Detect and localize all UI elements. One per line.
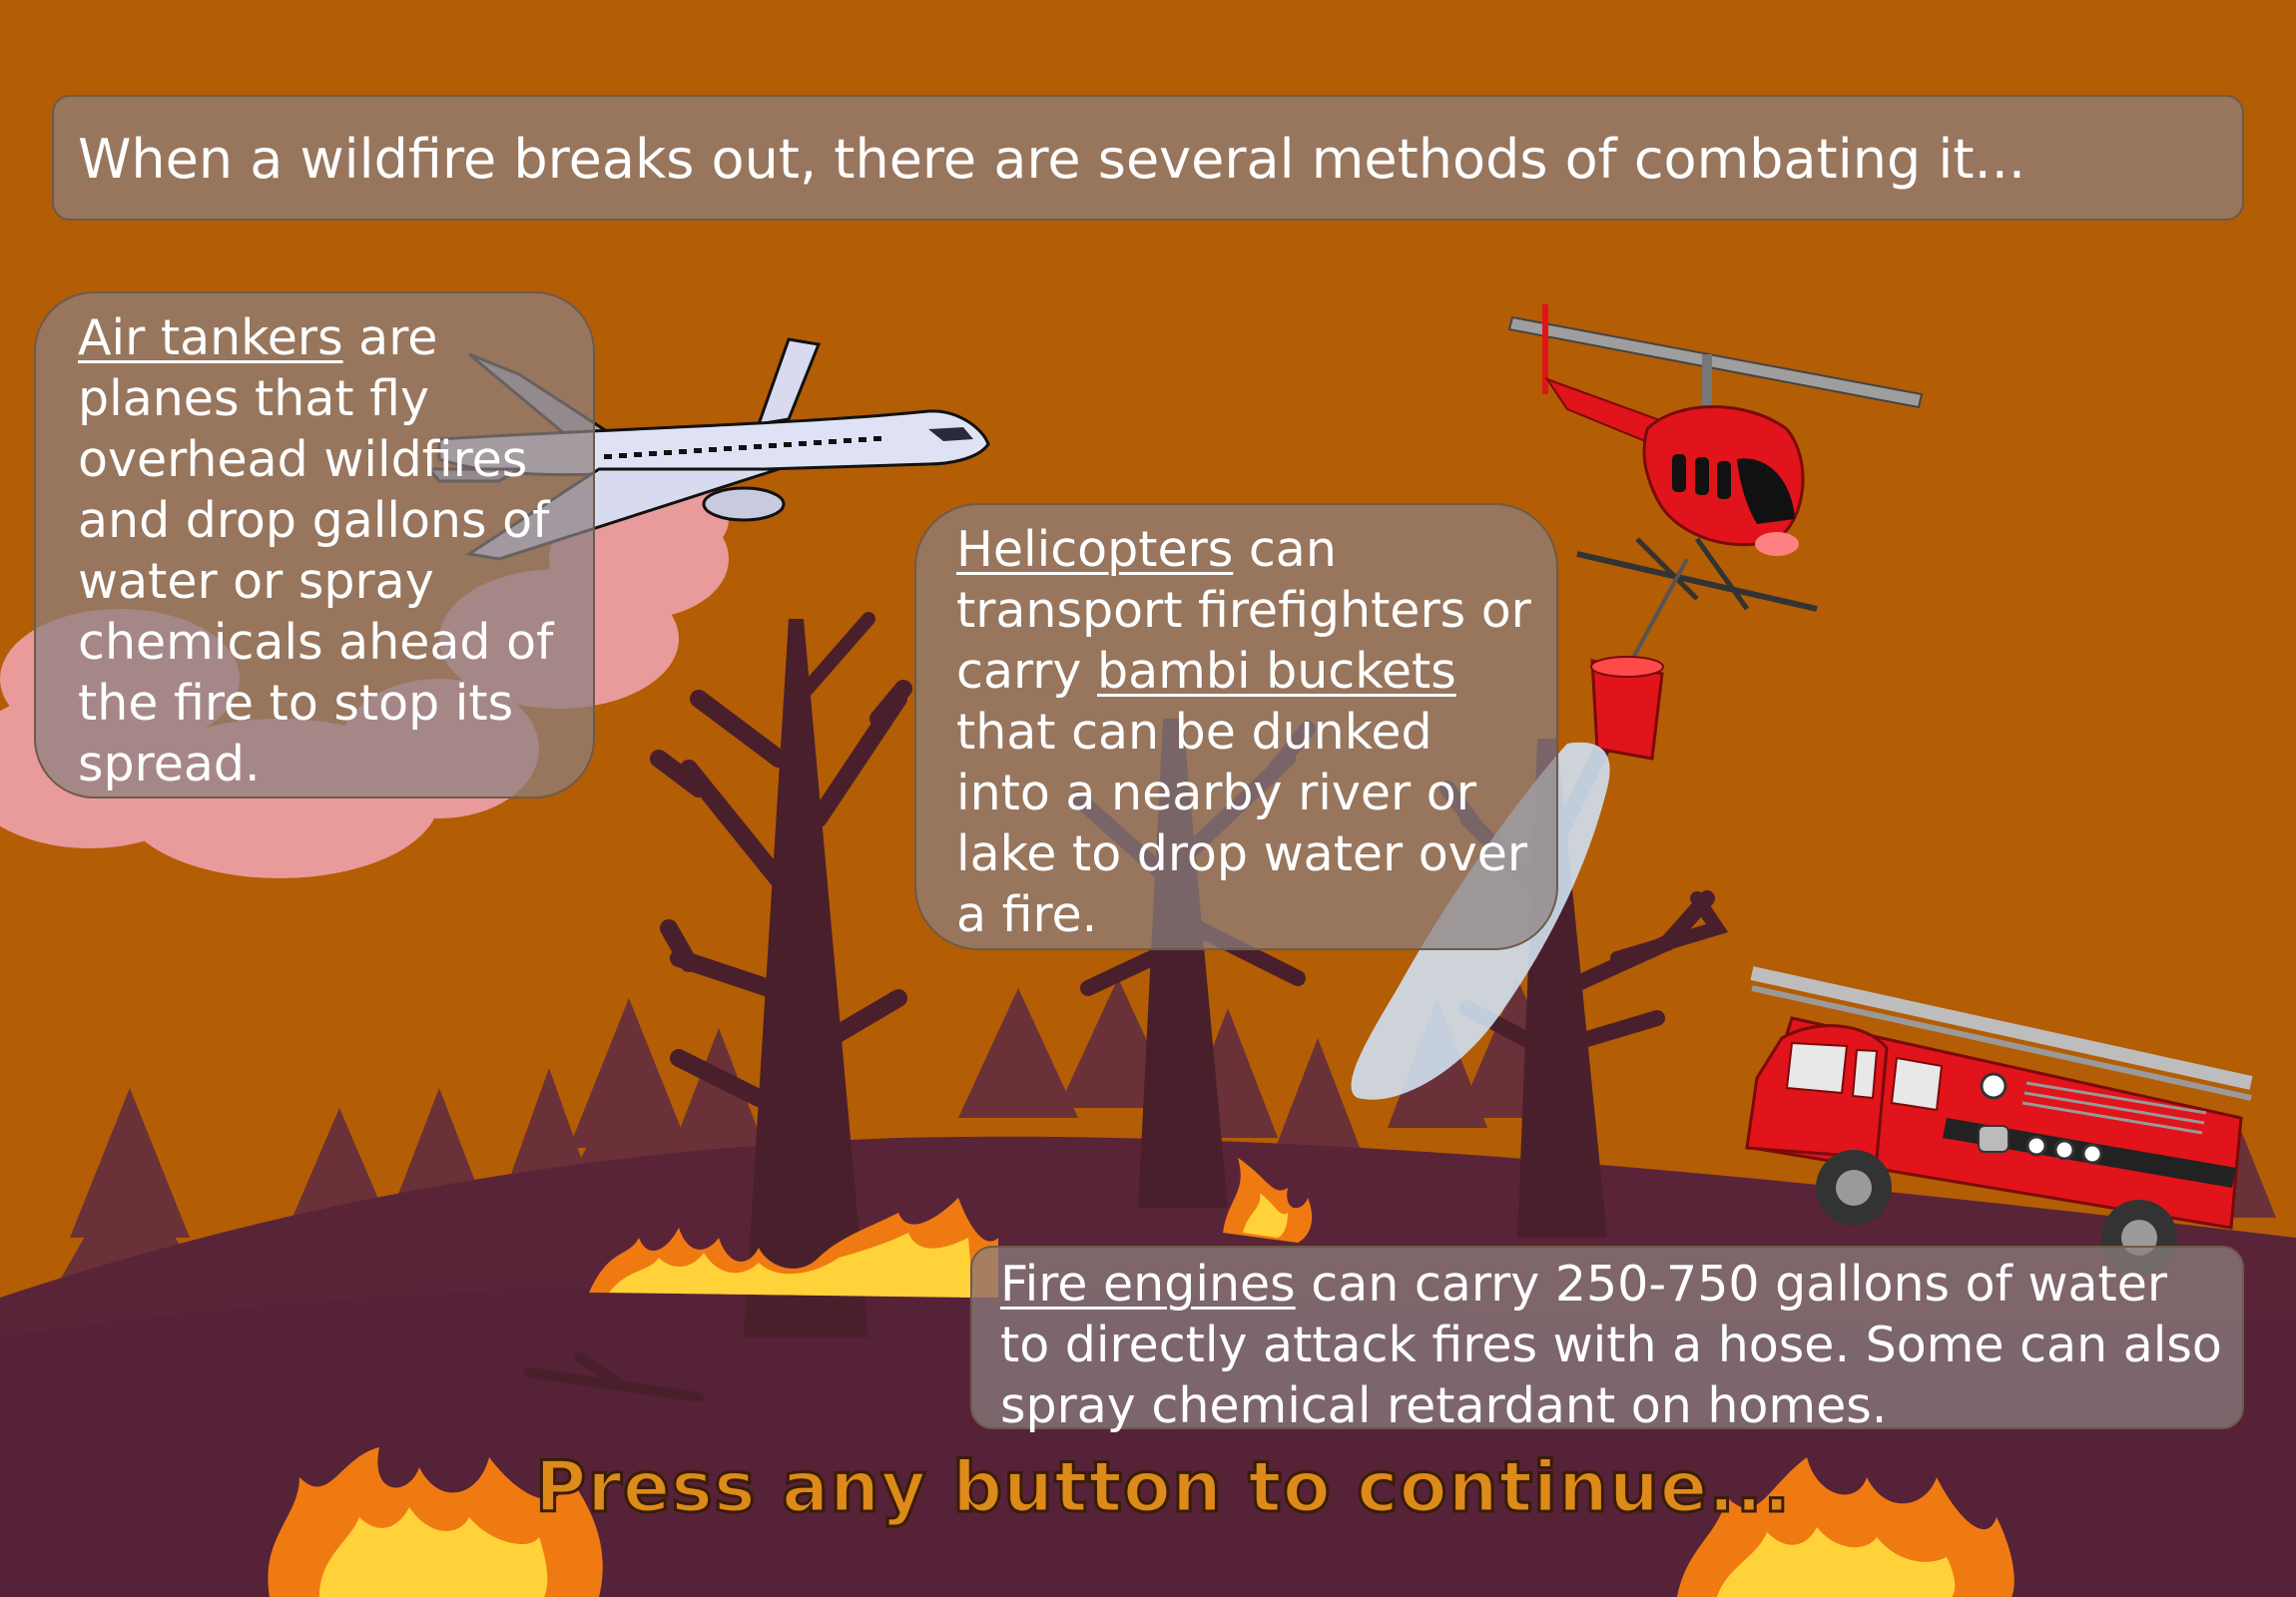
fire-engines-term: Fire engines — [1000, 1256, 1296, 1313]
bambi-bucket-icon — [1590, 656, 1664, 761]
helicopters-panel: Helicopters can transport firefighters o… — [914, 503, 1558, 950]
air-tankers-panel: Air tankers are planes that fly overhead… — [34, 291, 595, 798]
flame-icon — [1677, 1457, 2014, 1597]
air-tankers-term: Air tankers — [78, 309, 343, 366]
bambi-buckets-term: bambi buckets — [1096, 643, 1456, 700]
helicopters-description-1: can transport firefighters or carry — [956, 521, 1531, 700]
flame-icon — [1223, 1158, 1313, 1243]
flame-icon — [589, 1198, 998, 1298]
helicopter-icon — [1507, 304, 1924, 670]
fire-engines-description: can carry 250-750 gallons of water to di… — [1000, 1256, 2222, 1434]
flame-icon — [268, 1447, 603, 1597]
intro-text: When a wildfire breaks out, there are se… — [78, 128, 2026, 191]
fire-engine-icon — [1745, 966, 2253, 1276]
helicopters-term: Helicopters — [956, 521, 1234, 578]
intro-banner: When a wildfire breaks out, there are se… — [52, 95, 2244, 221]
air-tankers-description: are planes that fly overhead wildfires a… — [78, 309, 554, 793]
helicopters-description-2: that can be dunked into a nearby river o… — [956, 704, 1528, 943]
fire-engines-panel: Fire engines can carry 250-750 gallons o… — [970, 1246, 2244, 1434]
continue-prompt[interactable]: Press any button to continue... — [534, 1445, 1792, 1530]
